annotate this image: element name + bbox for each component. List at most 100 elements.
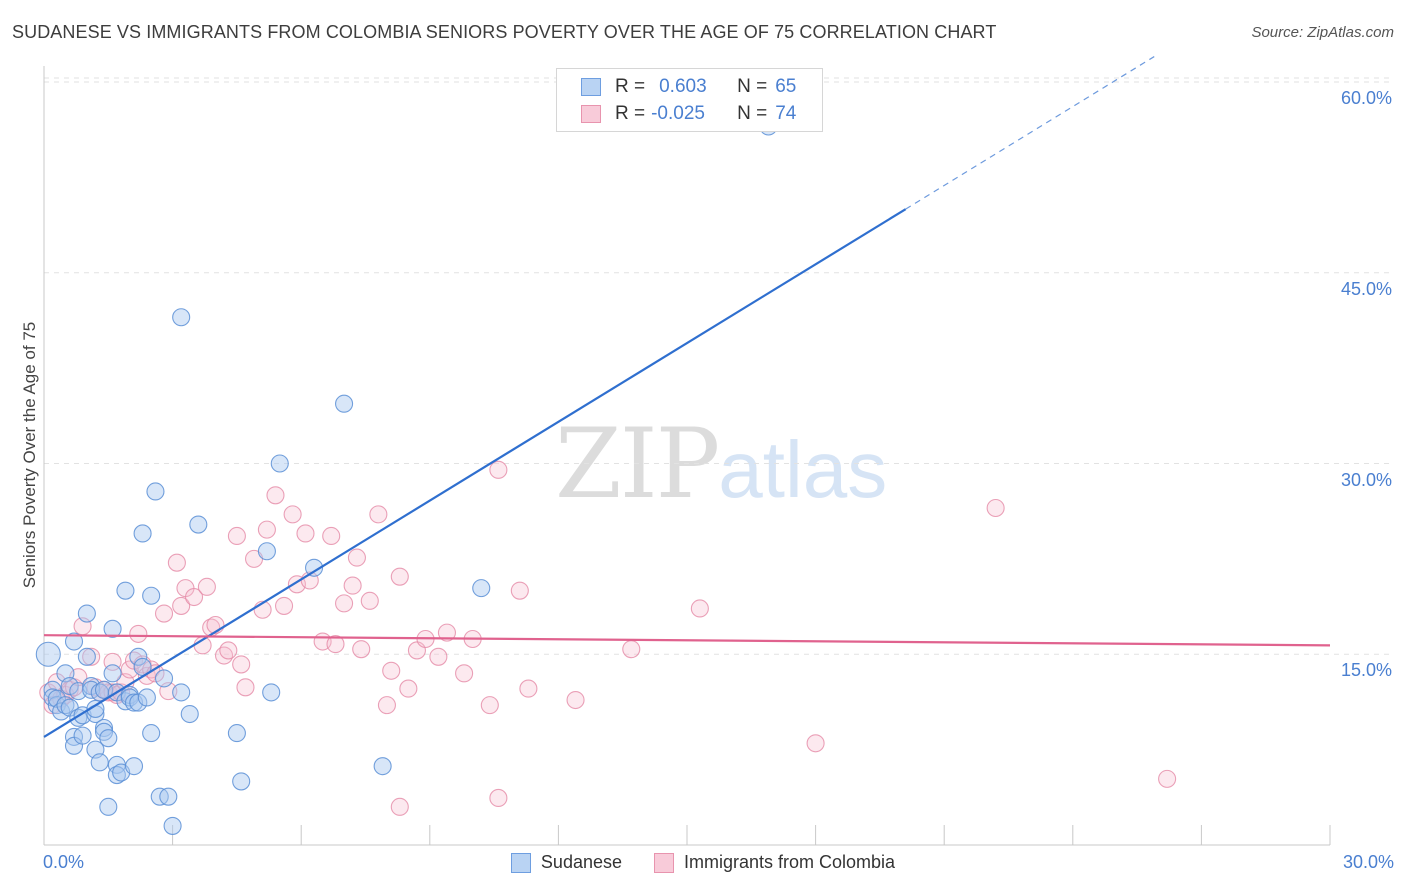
colombia-point bbox=[360, 591, 379, 610]
sudanese-point bbox=[257, 542, 276, 561]
colombia-point bbox=[275, 596, 294, 615]
legend-n-label: N = bbox=[737, 103, 768, 124]
watermark-atlas: atlas bbox=[718, 425, 888, 514]
legend-label-colombia: Immigrants from Colombia bbox=[684, 852, 896, 872]
legend-r-value: 0.603 bbox=[659, 76, 707, 97]
colombia-point bbox=[184, 587, 204, 607]
chart-title: SUDANESE VS IMMIGRANTS FROM COLOMBIA SEN… bbox=[12, 22, 997, 42]
colombia-point bbox=[390, 797, 409, 816]
sudanese-point bbox=[262, 683, 281, 702]
colombia-point bbox=[690, 599, 709, 618]
sudanese-point bbox=[86, 699, 105, 718]
legend-label-sudanese: Sudanese bbox=[540, 852, 622, 872]
colombia-point bbox=[519, 679, 538, 698]
sudanese-point bbox=[154, 669, 174, 688]
colombia-point bbox=[227, 526, 246, 546]
colombia-point bbox=[1158, 769, 1177, 788]
sudanese-point bbox=[129, 693, 148, 712]
colombia-point bbox=[236, 678, 255, 697]
colombia-trend-line bbox=[43, 634, 1331, 647]
colombia-point bbox=[429, 647, 448, 666]
source-label: Source: ZipAtlas.com bbox=[1251, 24, 1394, 41]
legend-swatch-blue bbox=[510, 852, 531, 873]
sudanese-point bbox=[159, 787, 178, 806]
legend-swatch-blue bbox=[581, 78, 601, 96]
colombia-point bbox=[129, 624, 148, 643]
legend-r-label: R = bbox=[615, 76, 646, 97]
sudanese-point bbox=[64, 632, 84, 651]
colombia-point bbox=[489, 788, 508, 807]
legend-swatch-pink bbox=[581, 105, 601, 123]
sudanese-point bbox=[90, 753, 109, 772]
sudanese-point bbox=[142, 724, 161, 743]
sudanese-point bbox=[335, 394, 354, 413]
y-tick-label: 60.0% bbox=[1340, 88, 1392, 108]
sudanese-point bbox=[172, 683, 191, 702]
sudanese-point bbox=[129, 647, 148, 666]
sudanese-point bbox=[133, 524, 152, 543]
sudanese-point bbox=[94, 718, 114, 738]
sudanese-trend-line bbox=[43, 208, 907, 738]
sudanese-point bbox=[142, 586, 161, 605]
sudanese-point bbox=[99, 729, 118, 748]
colombia-point bbox=[257, 520, 276, 539]
legend-item-sudanese: Sudanese bbox=[510, 852, 622, 873]
series-legend: Sudanese Immigrants from Colombia bbox=[0, 852, 1406, 873]
colombia-point bbox=[172, 596, 191, 615]
colombia-point bbox=[480, 696, 499, 715]
y-tick-label: 30.0% bbox=[1340, 469, 1392, 490]
sudanese-point bbox=[373, 757, 392, 776]
colombia-point bbox=[335, 594, 354, 613]
sudanese-trend-extension bbox=[905, 56, 1155, 210]
colombia-point bbox=[377, 696, 396, 715]
colombia-point bbox=[296, 524, 315, 543]
sudanese-point bbox=[180, 704, 199, 724]
colombia-point bbox=[399, 679, 418, 698]
sudanese-point bbox=[270, 454, 289, 473]
trend-lines bbox=[43, 56, 1331, 738]
axes bbox=[43, 66, 1331, 846]
sudanese-point bbox=[103, 619, 122, 638]
sudanese-point bbox=[73, 726, 92, 745]
colombia-point bbox=[622, 640, 641, 659]
sudanese-point bbox=[60, 676, 79, 696]
colombia-point bbox=[806, 734, 825, 753]
legend-swatch-pink bbox=[654, 852, 674, 873]
colombia-point bbox=[347, 548, 366, 567]
legend-item-colombia: Immigrants from Colombia bbox=[654, 852, 895, 873]
colombia-point bbox=[369, 505, 388, 524]
legend-row-colombia: R = -0.025 N = 74 bbox=[581, 102, 796, 126]
sudanese-point bbox=[189, 515, 208, 534]
colombia-point bbox=[343, 576, 362, 595]
colombia-point bbox=[352, 640, 371, 659]
x-tick-label-max: 30.0% bbox=[1342, 852, 1394, 872]
correlation-legend: R = 0.603 N = 65 R = -0.025 N = 74 bbox=[556, 68, 823, 132]
legend-n-value: 65 bbox=[775, 76, 797, 97]
legend-r-value: -0.025 bbox=[651, 103, 705, 124]
sudanese-point bbox=[116, 581, 135, 600]
sudanese-point bbox=[35, 641, 61, 667]
colombia-point bbox=[455, 664, 474, 683]
colombia-point bbox=[382, 661, 401, 680]
y-tick-label: 15.0% bbox=[1340, 660, 1392, 681]
y-tick-label: 45.0% bbox=[1340, 278, 1392, 299]
colombia-point bbox=[510, 581, 529, 600]
colombia-points bbox=[39, 460, 1177, 816]
sudanese-points bbox=[35, 117, 778, 835]
sudanese-point bbox=[77, 647, 96, 666]
sudanese-point bbox=[124, 757, 144, 776]
legend-n-label: N = bbox=[737, 76, 768, 97]
colombia-point bbox=[437, 623, 456, 642]
sudanese-point bbox=[99, 797, 118, 816]
colombia-point bbox=[167, 553, 186, 572]
colombia-point bbox=[283, 505, 302, 524]
colombia-point bbox=[154, 604, 174, 623]
colombia-point bbox=[566, 690, 585, 710]
sudanese-point bbox=[77, 604, 96, 623]
sudanese-point bbox=[172, 308, 191, 327]
sudanese-point bbox=[146, 482, 165, 501]
colombia-point bbox=[197, 577, 216, 596]
x-tick-label-min: 0.0% bbox=[43, 852, 85, 872]
grid bbox=[44, 77, 1392, 655]
